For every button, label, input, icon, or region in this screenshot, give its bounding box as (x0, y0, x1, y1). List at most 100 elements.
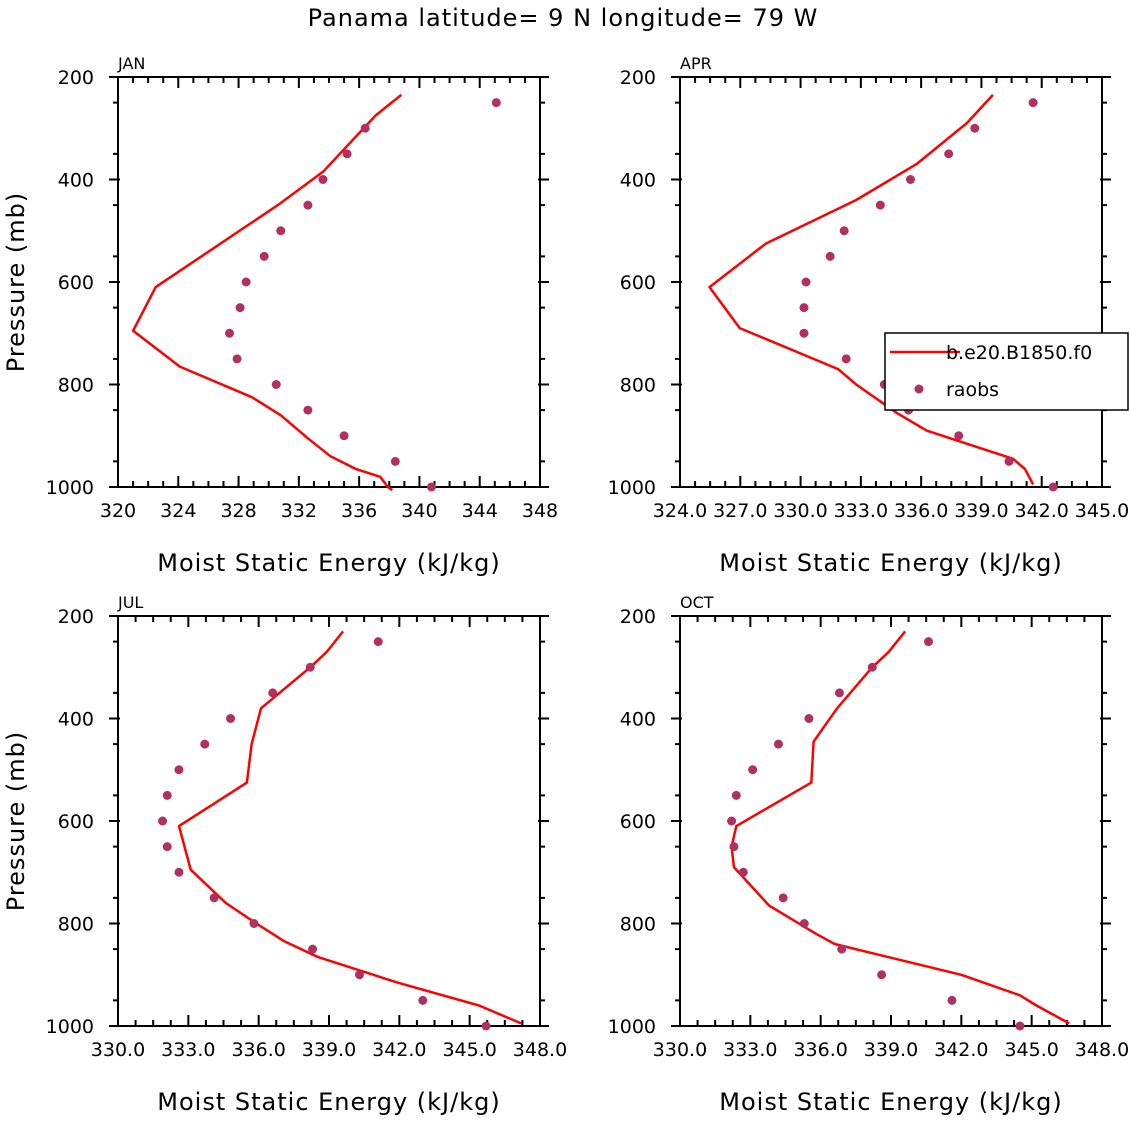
x-axis-label: Moist Static Energy (kJ/kg) (719, 1088, 1062, 1116)
x-tick-label: 344 (462, 500, 498, 522)
y-tick-label: 800 (58, 375, 94, 397)
x-tick-label: 348.0 (513, 1039, 567, 1061)
x-tick-label: 324 (160, 500, 196, 522)
y-tick-label: 200 (620, 606, 656, 628)
x-tick-label: 345.0 (1075, 500, 1129, 522)
raobs-point (877, 970, 887, 980)
x-tick-label: 333.0 (161, 1039, 215, 1061)
x-tick-label: 339.0 (864, 1039, 918, 1061)
raobs-point (731, 790, 741, 800)
figure-title: Panama latitude= 9 N longitude= 79 W (308, 4, 819, 32)
x-tick-label: 342.0 (1015, 500, 1069, 522)
panel-label-oct: OCT (680, 593, 714, 612)
y-tick-label: 600 (58, 272, 94, 294)
y-tick-label: 400 (620, 709, 656, 731)
x-tick-label: 336 (341, 500, 377, 522)
raobs-point (360, 123, 370, 133)
raobs-point (875, 200, 885, 210)
y-tick-label: 1000 (608, 1016, 656, 1038)
panel-label-jan: JAN (117, 54, 145, 73)
raobs-point (841, 354, 851, 364)
legend-point-sample (914, 384, 924, 394)
y-tick-label: 600 (620, 272, 656, 294)
x-tick-label: 348 (522, 500, 558, 522)
raobs-point (748, 765, 758, 775)
raobs-point (778, 893, 788, 903)
raobs-point (799, 328, 809, 338)
model-line-oct (730, 630, 1070, 1025)
raobs-point (738, 867, 748, 877)
legend-label-obs: raobs (946, 379, 999, 401)
raobs-point (839, 226, 849, 236)
raobs-point (158, 816, 168, 826)
x-axis-label: Moist Static Energy (kJ/kg) (719, 549, 1062, 577)
panel-label-jul: JUL (117, 593, 143, 612)
model-line-jan (131, 93, 403, 492)
raobs-point (162, 790, 172, 800)
y-tick-label: 400 (620, 170, 656, 192)
plot-frame-jan (117, 76, 541, 488)
raobs-point (799, 303, 809, 313)
raobs-point (241, 277, 251, 287)
raobs-point (209, 893, 219, 903)
raobs-point (1015, 1021, 1025, 1031)
raobs-point (259, 251, 269, 261)
legend: b.e20.B1850.f0 raobs (884, 332, 1129, 411)
y-tick-label: 400 (58, 170, 94, 192)
raobs-point (834, 688, 844, 698)
x-tick-label: 333.0 (723, 1039, 777, 1061)
raobs-point (232, 354, 242, 364)
x-tick-label: 339.0 (954, 500, 1008, 522)
raobs-point (799, 919, 809, 928)
raobs-point (970, 123, 980, 133)
x-tick-label: 324.0 (653, 500, 707, 522)
raobs-point (373, 637, 383, 647)
x-tick-label: 327.0 (713, 500, 767, 522)
x-tick-label: 328 (220, 500, 256, 522)
raobs-point (249, 919, 259, 928)
x-tick-label: 330.0 (653, 1039, 707, 1061)
raobs-point (268, 688, 278, 698)
x-tick-label: 336.0 (894, 500, 948, 522)
raobs-point (303, 200, 313, 210)
raobs-point (944, 149, 954, 159)
raobs-point (303, 405, 313, 415)
x-tick-label: 336.0 (793, 1039, 847, 1061)
raobs-point (174, 765, 184, 775)
x-tick-label: 330.0 (91, 1039, 145, 1061)
legend-box (884, 332, 1129, 411)
model-line-jul (177, 630, 522, 1025)
raobs-point (342, 149, 352, 159)
x-tick-label: 342.0 (372, 1039, 426, 1061)
y-tick-label: 600 (58, 811, 94, 833)
model-line-apr (708, 94, 1035, 485)
x-tick-label: 330.0 (773, 500, 827, 522)
raobs-point (271, 380, 281, 389)
x-axis-label: Moist Static Energy (kJ/kg) (157, 1088, 500, 1116)
raobs-point (318, 175, 328, 184)
raobs-point (924, 637, 934, 647)
plot-frame-apr (679, 76, 1103, 488)
raobs-point (481, 1021, 491, 1031)
raobs-point (947, 995, 957, 1005)
y-tick-label: 800 (620, 914, 656, 936)
raobs-point (727, 816, 737, 826)
panel-jul: JUL 330.0 333.0 336.0 339.0 342.0 345.0 348.0 20… (2, 593, 567, 1116)
raobs-point (773, 739, 783, 749)
raobs-point (162, 842, 172, 852)
raobs-point (225, 328, 235, 338)
raobs-point (491, 98, 501, 108)
panel-apr: APR 324.0 327.0 330.0 333.0 336.0 339.0 342.0 34… (608, 54, 1130, 577)
y-tick-label: 1000 (46, 477, 94, 499)
panels-group: JAN 320 324 328 332 336 340 344 348 200 400 600 800 1… (2, 54, 1129, 1116)
x-tick-label: 340 (401, 500, 437, 522)
raobs-point (804, 714, 814, 723)
x-tick-label: 336.0 (231, 1039, 285, 1061)
y-tick-label: 800 (620, 375, 656, 397)
x-tick-label: 345.0 (1004, 1039, 1058, 1061)
y-tick-label: 400 (58, 709, 94, 731)
raobs-point (801, 277, 811, 287)
raobs-point (390, 456, 400, 466)
x-tick-label: 339.0 (302, 1039, 356, 1061)
raobs-point (308, 944, 318, 954)
